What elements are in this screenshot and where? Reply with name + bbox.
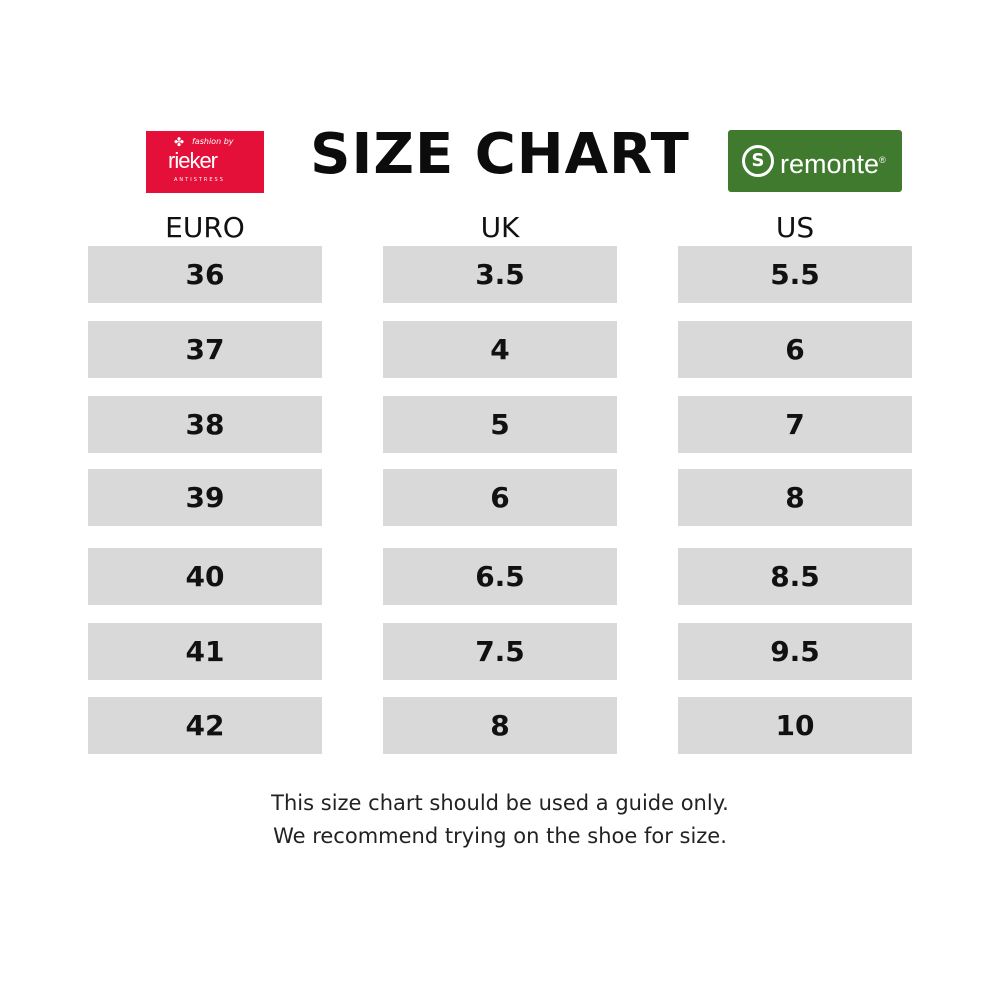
logo-brand-text: remonte	[780, 149, 880, 179]
column-header: US	[775, 211, 815, 244]
size-cell: 38	[88, 396, 322, 453]
remonte-swirl-icon: S	[742, 145, 774, 177]
size-cell: 3.5	[383, 246, 617, 303]
size-cell: 39	[88, 469, 322, 526]
size-cell: 7	[678, 396, 912, 453]
page-title: SIZE CHART	[310, 122, 690, 187]
column-header: UK	[480, 211, 520, 244]
flower-icon: ✤	[174, 135, 185, 149]
size-cell: 10	[678, 697, 912, 754]
column-header: EURO	[165, 211, 245, 244]
rieker-logo: ✤ fashion by rieker ANTISTRESS	[146, 131, 264, 193]
size-cell: 9.5	[678, 623, 912, 680]
size-column-us: US 5.5 6 7 8 8.5 9.5 10	[678, 210, 912, 754]
logo-sub: ANTISTRESS	[174, 177, 225, 183]
size-cell: 42	[88, 697, 322, 754]
size-cell: 8	[678, 469, 912, 526]
size-cell: 6	[383, 469, 617, 526]
size-cell: 41	[88, 623, 322, 680]
size-cell: 5.5	[678, 246, 912, 303]
size-cell: 8	[383, 697, 617, 754]
logo-brand: rieker	[168, 148, 218, 173]
size-cell: 37	[88, 321, 322, 378]
size-cell: 40	[88, 548, 322, 605]
size-cell: 8.5	[678, 548, 912, 605]
registered-mark: ®	[879, 155, 886, 165]
size-cell: 6.5	[383, 548, 617, 605]
size-cell: 6	[678, 321, 912, 378]
remonte-logo: S remonte®	[728, 130, 902, 192]
size-column-uk: UK 3.5 4 5 6 6.5 7.5 8	[383, 210, 617, 754]
size-column-euro: EURO 36 37 38 39 40 41 42	[88, 210, 322, 754]
footer-line-1: This size chart should be used a guide o…	[271, 791, 729, 815]
logo-tagline: fashion by	[192, 137, 234, 146]
size-cell: 7.5	[383, 623, 617, 680]
logo-brand: remonte®	[780, 144, 886, 180]
footer-line-2: We recommend trying on the shoe for size…	[273, 824, 727, 848]
size-cell: 36	[88, 246, 322, 303]
size-cell: 5	[383, 396, 617, 453]
size-cell: 4	[383, 321, 617, 378]
